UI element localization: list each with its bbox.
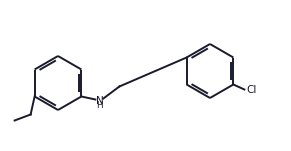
Text: N: N (95, 95, 103, 106)
Text: H: H (96, 101, 103, 110)
Text: Cl: Cl (246, 85, 257, 95)
